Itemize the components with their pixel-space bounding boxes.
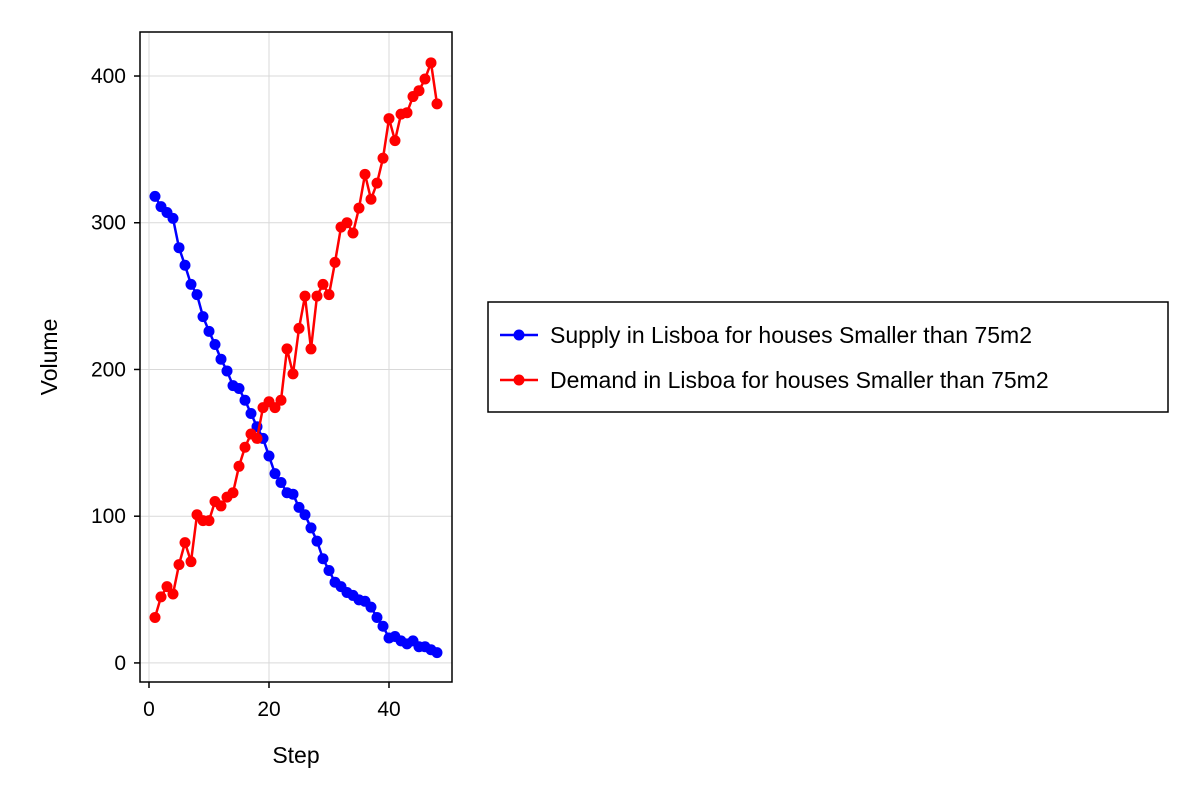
legend-swatch-marker bbox=[513, 329, 525, 341]
y-tick-label: 400 bbox=[91, 65, 126, 88]
data-point bbox=[191, 289, 203, 301]
data-point bbox=[149, 190, 161, 202]
legend: Supply in Lisboa for houses Smaller than… bbox=[487, 301, 1169, 413]
data-point bbox=[431, 98, 443, 110]
data-point bbox=[299, 290, 311, 302]
data-point bbox=[353, 202, 365, 214]
data-point bbox=[383, 113, 395, 125]
data-point bbox=[323, 289, 335, 301]
data-point bbox=[401, 107, 413, 119]
data-point bbox=[197, 311, 209, 323]
y-tick-label: 100 bbox=[91, 505, 126, 528]
data-point bbox=[263, 450, 275, 462]
data-point bbox=[209, 339, 221, 351]
data-point bbox=[371, 177, 383, 189]
data-point bbox=[275, 476, 287, 488]
series-demand bbox=[149, 57, 443, 623]
data-point bbox=[251, 432, 263, 444]
data-point bbox=[413, 85, 425, 97]
data-point bbox=[239, 394, 251, 406]
data-point bbox=[365, 601, 377, 613]
y-tick-label: 200 bbox=[91, 358, 126, 381]
data-point bbox=[203, 325, 215, 337]
y-axis-title: Volume bbox=[36, 319, 62, 396]
data-point bbox=[287, 368, 299, 380]
x-axis-title: Step bbox=[272, 742, 319, 768]
data-point bbox=[365, 193, 377, 205]
data-point bbox=[215, 353, 227, 365]
series-supply bbox=[149, 190, 443, 659]
data-point bbox=[317, 278, 329, 290]
data-point bbox=[323, 564, 335, 576]
data-point bbox=[233, 383, 245, 395]
data-point bbox=[341, 217, 353, 229]
data-point bbox=[293, 501, 305, 513]
data-point bbox=[431, 647, 443, 659]
data-point bbox=[359, 168, 371, 180]
x-tick-label: 20 bbox=[257, 698, 280, 721]
data-point bbox=[173, 242, 185, 254]
data-point bbox=[185, 278, 197, 290]
data-point bbox=[185, 556, 197, 568]
plot-frame bbox=[139, 31, 453, 683]
data-point bbox=[317, 553, 329, 565]
data-point bbox=[239, 441, 251, 453]
data-point bbox=[425, 57, 437, 69]
legend-label-demand: Demand in Lisboa for houses Smaller than… bbox=[550, 367, 1049, 393]
data-point bbox=[371, 611, 383, 623]
data-point bbox=[221, 365, 233, 377]
data-point bbox=[155, 591, 167, 603]
data-point bbox=[269, 402, 281, 414]
legend-item-demand: Demand in Lisboa for houses Smaller than… bbox=[500, 367, 1049, 393]
data-point bbox=[305, 343, 317, 355]
data-point bbox=[305, 522, 317, 534]
data-point bbox=[299, 509, 311, 521]
data-point bbox=[389, 135, 401, 147]
data-point bbox=[377, 152, 389, 164]
series-layer bbox=[149, 57, 443, 659]
data-point bbox=[269, 468, 281, 480]
data-point bbox=[149, 611, 161, 623]
data-point bbox=[167, 212, 179, 224]
legend-label-supply: Supply in Lisboa for houses Smaller than… bbox=[550, 322, 1032, 348]
data-point bbox=[311, 290, 323, 302]
legend-item-supply: Supply in Lisboa for houses Smaller than… bbox=[500, 322, 1032, 348]
data-point bbox=[329, 256, 341, 268]
data-point bbox=[203, 515, 215, 527]
x-tick-label: 0 bbox=[143, 698, 155, 721]
data-point bbox=[287, 488, 299, 500]
data-point bbox=[215, 500, 227, 512]
y-tick-label: 300 bbox=[91, 212, 126, 235]
data-point bbox=[275, 394, 287, 406]
data-point bbox=[233, 460, 245, 472]
legend-swatch-marker bbox=[513, 374, 525, 386]
data-point bbox=[311, 535, 323, 547]
data-point bbox=[179, 537, 191, 549]
data-point bbox=[161, 581, 173, 593]
y-tick-label: 0 bbox=[114, 652, 126, 675]
data-point bbox=[173, 559, 185, 571]
legend-frame bbox=[487, 301, 1169, 413]
data-point bbox=[347, 227, 359, 239]
data-point bbox=[419, 73, 431, 85]
series-line bbox=[153, 195, 438, 654]
data-point bbox=[227, 487, 239, 499]
x-tick-label: 40 bbox=[377, 698, 400, 721]
data-point bbox=[167, 588, 179, 600]
data-point bbox=[281, 343, 293, 355]
data-point bbox=[245, 407, 257, 419]
data-point bbox=[377, 620, 389, 632]
data-point bbox=[179, 259, 191, 271]
data-point bbox=[293, 322, 305, 334]
